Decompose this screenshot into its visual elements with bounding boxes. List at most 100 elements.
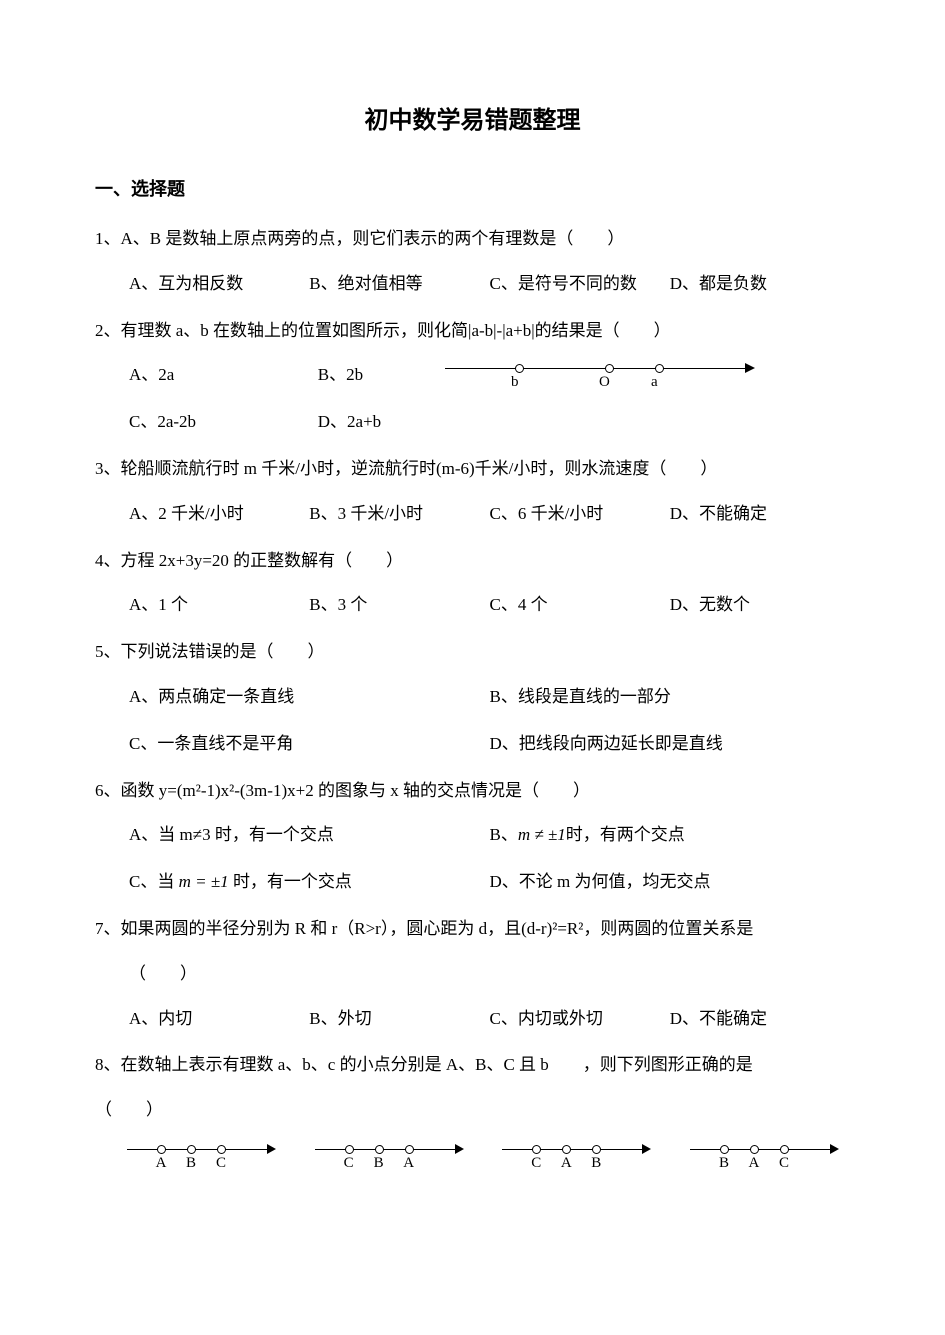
q6-opt-c: C、当 m = ±1 时，有一个交点 xyxy=(129,862,490,903)
page: 初中数学易错题整理 一、选择题 1、A、B 是数轴上原点两旁的点，则它们表示的两… xyxy=(0,0,945,1335)
section-heading: 一、选择题 xyxy=(95,175,850,201)
q6-c-math: m = ±1 xyxy=(179,872,229,891)
q8-d3-arrow-icon xyxy=(642,1144,651,1154)
q8-d1-l3: C xyxy=(211,1155,231,1172)
q7-opt-c: C、内切或外切 xyxy=(490,999,670,1040)
q6-stem: 6、函数 y=(m²-1)x²-(3m-1)x+2 的图象与 x 轴的交点情况是… xyxy=(95,771,850,812)
q8-d2-pt3 xyxy=(405,1145,414,1154)
q6-b-pre: B、 xyxy=(490,825,518,844)
q6-b-post: 时，有两个交点 xyxy=(566,825,685,844)
q6-options-row1: A、当 m≠3 时，有一个交点 B、m ≠ ±1时，有两个交点 xyxy=(129,815,850,856)
q2-label-o: O xyxy=(599,374,610,391)
q8-d3-l1: C xyxy=(526,1155,546,1172)
page-title: 初中数学易错题整理 xyxy=(95,100,850,135)
q2-label-a: a xyxy=(651,374,658,391)
q8-diag-2: C B A xyxy=(315,1141,465,1181)
q2-stem: 2、有理数 a、b 在数轴上的位置如图所示，则化简|a-b|-|a+b|的结果是… xyxy=(95,311,850,352)
q7-options: A、内切 B、外切 C、内切或外切 D、不能确定 xyxy=(129,999,850,1040)
q7-stem: 7、如果两圆的半径分别为 R 和 r（R>r），圆心距为 d，且(d-r)²=R… xyxy=(95,909,850,950)
q8-d3-l3: B xyxy=(586,1155,606,1172)
q1-opt-d: D、都是负数 xyxy=(670,264,850,305)
q6-c-pre: C、当 xyxy=(129,872,179,891)
q2-point-o xyxy=(605,364,614,373)
q8-blank: （ ） xyxy=(95,1090,850,1131)
q8-d3-l2: A xyxy=(556,1155,576,1172)
q2-options-row2: C、2a-2b D、2a+b xyxy=(129,402,507,443)
q5-opt-d: D、把线段向两边延长即是直线 xyxy=(490,724,851,765)
q8-d1-l2: B xyxy=(181,1155,201,1172)
q4-stem: 4、方程 2x+3y=20 的正整数解有（ ） xyxy=(95,541,850,582)
q2-opt-a: A、2a xyxy=(129,355,318,396)
q2-line xyxy=(445,368,745,369)
q2-arrow-icon xyxy=(745,363,755,373)
q5-opt-c: C、一条直线不是平角 xyxy=(129,724,490,765)
q5-opt-b: B、线段是直线的一部分 xyxy=(490,677,851,718)
q8-diag-1: A B C xyxy=(127,1141,277,1181)
q1-opt-b: B、绝对值相等 xyxy=(309,264,489,305)
q8-d4-arrow-icon xyxy=(830,1144,839,1154)
q8-d4-pt3 xyxy=(780,1145,789,1154)
q2-opt-d: D、2a+b xyxy=(318,402,507,443)
q8-d2-arrow-icon xyxy=(455,1144,464,1154)
q6-opt-a: A、当 m≠3 时，有一个交点 xyxy=(129,815,490,856)
q6-options-row2: C、当 m = ±1 时，有一个交点 D、不论 m 为何值，均无交点 xyxy=(129,862,850,903)
q8-d3-pt1 xyxy=(532,1145,541,1154)
q8-d4-pt1 xyxy=(720,1145,729,1154)
q8-d4-l3: C xyxy=(774,1155,794,1172)
q3-options: A、2 千米/小时 B、3 千米/小时 C、6 千米/小时 D、不能确定 xyxy=(129,494,850,535)
q8-d2-pt1 xyxy=(345,1145,354,1154)
q4-opt-d: D、无数个 xyxy=(670,585,850,626)
q1-options: A、互为相反数 B、绝对值相等 C、是符号不同的数 D、都是负数 xyxy=(129,264,850,305)
q8-d4-pt2 xyxy=(750,1145,759,1154)
q7-blank: （ ） xyxy=(129,954,850,995)
q8-d2-l3: A xyxy=(399,1155,419,1172)
q8-d3-line xyxy=(502,1149,642,1150)
q2-label-b: b xyxy=(511,374,519,391)
q5-options-row1: A、两点确定一条直线 B、线段是直线的一部分 xyxy=(129,677,850,718)
q8-d1-pt3 xyxy=(217,1145,226,1154)
q1-opt-a: A、互为相反数 xyxy=(129,264,309,305)
q2-number-line: b O a xyxy=(445,360,755,396)
q5-opt-a: A、两点确定一条直线 xyxy=(129,677,490,718)
q8-d4-l2: A xyxy=(744,1155,764,1172)
q1-opt-c: C、是符号不同的数 xyxy=(490,264,670,305)
q7-opt-a: A、内切 xyxy=(129,999,309,1040)
q8-d4-l1: B xyxy=(714,1155,734,1172)
q8-d1-line xyxy=(127,1149,267,1150)
q6-opt-b: B、m ≠ ±1时，有两个交点 xyxy=(490,815,851,856)
q3-opt-b: B、3 千米/小时 xyxy=(309,494,489,535)
q6-b-math: m ≠ ±1 xyxy=(518,825,566,844)
q3-opt-d: D、不能确定 xyxy=(670,494,850,535)
q3-stem: 3、轮船顺流航行时 m 千米/小时，逆流航行时(m-6)千米/小时，则水流速度（… xyxy=(95,449,850,490)
q4-opt-b: B、3 个 xyxy=(309,585,489,626)
q8-stem: 8、在数轴上表示有理数 a、b、c 的小点分别是 A、B、C 且 b ，则下列图… xyxy=(95,1045,850,1086)
q8-diag-4: B A C xyxy=(690,1141,840,1181)
q8-d1-arrow-icon xyxy=(267,1144,276,1154)
q8-d2-line xyxy=(315,1149,455,1150)
q8-d2-pt2 xyxy=(375,1145,384,1154)
q5-options-row2: C、一条直线不是平角 D、把线段向两边延长即是直线 xyxy=(129,724,850,765)
q8-d2-l1: C xyxy=(339,1155,359,1172)
q6-c-post: 时，有一个交点 xyxy=(229,872,352,891)
q8-d4-line xyxy=(690,1149,830,1150)
q7-opt-b: B、外切 xyxy=(309,999,489,1040)
q3-opt-a: A、2 千米/小时 xyxy=(129,494,309,535)
q3-opt-c: C、6 千米/小时 xyxy=(490,494,670,535)
q4-opt-c: C、4 个 xyxy=(490,585,670,626)
q2-opt-c: C、2a-2b xyxy=(129,402,318,443)
q2-point-a xyxy=(655,364,664,373)
q8-d3-pt3 xyxy=(592,1145,601,1154)
q8-d3-pt2 xyxy=(562,1145,571,1154)
q5-stem: 5、下列说法错误的是（ ） xyxy=(95,632,850,673)
q4-options: A、1 个 B、3 个 C、4 个 D、无数个 xyxy=(129,585,850,626)
q1-stem: 1、A、B 是数轴上原点两旁的点，则它们表示的两个有理数是（ ） xyxy=(95,219,850,260)
q6-opt-d: D、不论 m 为何值，均无交点 xyxy=(490,862,851,903)
q8-diagrams: A B C C B A C A B xyxy=(127,1141,840,1181)
q8-d1-pt1 xyxy=(157,1145,166,1154)
q7-opt-d: D、不能确定 xyxy=(670,999,850,1040)
q8-d1-l1: A xyxy=(151,1155,171,1172)
q4-opt-a: A、1 个 xyxy=(129,585,309,626)
q8-d2-l2: B xyxy=(369,1155,389,1172)
q2-point-b xyxy=(515,364,524,373)
q8-d1-pt2 xyxy=(187,1145,196,1154)
